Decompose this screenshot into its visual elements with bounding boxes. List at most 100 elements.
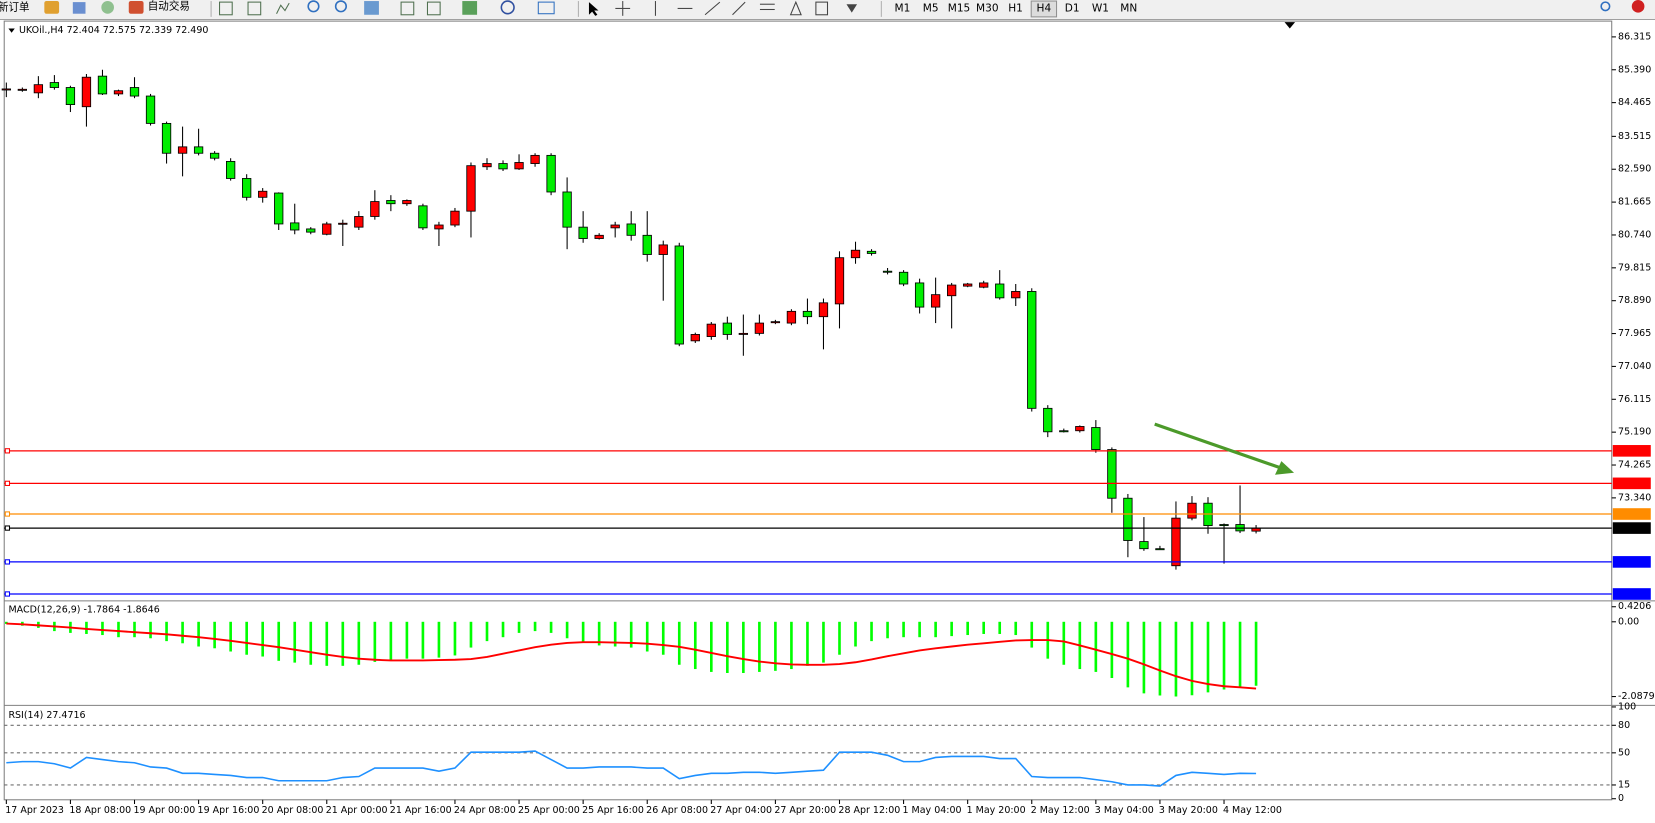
indicators[interactable] bbox=[462, 1, 478, 15]
timeframe-button[interactable]: H1 bbox=[1008, 2, 1023, 14]
icon[interactable] bbox=[219, 1, 233, 16]
trendline-tool[interactable] bbox=[704, 1, 721, 16]
level-label-bg bbox=[1612, 522, 1651, 534]
icon[interactable] bbox=[72, 2, 86, 14]
candle-body bbox=[690, 334, 700, 342]
new-order-button[interactable]: 新订单 bbox=[0, 0, 30, 13]
y-tick-label: 73.340 bbox=[1618, 492, 1651, 503]
timeframe-button[interactable]: D1 bbox=[1065, 2, 1080, 14]
candle-body bbox=[1011, 291, 1021, 299]
candle-body bbox=[1155, 548, 1165, 551]
candle-body bbox=[1187, 502, 1197, 519]
candle-body bbox=[177, 146, 188, 154]
arrows-tool[interactable] bbox=[846, 4, 858, 13]
icon[interactable] bbox=[247, 1, 262, 16]
level-handle bbox=[4, 448, 11, 454]
candle-body bbox=[626, 223, 636, 236]
candle-body bbox=[193, 146, 204, 154]
candle-body bbox=[979, 282, 989, 288]
auto-trading-button[interactable]: 自动交易 bbox=[148, 0, 190, 12]
periods[interactable] bbox=[500, 0, 515, 15]
candle-body bbox=[546, 154, 556, 193]
x-tick-label: 20 Apr 08:00 bbox=[262, 805, 324, 816]
y-tick-label: 80 bbox=[1618, 720, 1630, 731]
candle-body bbox=[1091, 427, 1101, 450]
candle-body bbox=[129, 87, 140, 97]
auto-trading-icon[interactable] bbox=[128, 1, 144, 14]
level-label-bg bbox=[1612, 477, 1651, 490]
candle-body bbox=[1043, 407, 1053, 433]
x-tick-label: 19 Apr 00:00 bbox=[133, 805, 195, 816]
icon[interactable] bbox=[364, 1, 379, 15]
timeframe-button[interactable]: MN bbox=[1120, 2, 1137, 14]
timeframe-button[interactable]: H4 bbox=[1037, 2, 1052, 14]
level-label-bg bbox=[1612, 588, 1651, 600]
candle-body bbox=[113, 90, 124, 95]
candle-body bbox=[306, 228, 316, 233]
candle-body bbox=[642, 234, 652, 255]
zoom-in[interactable] bbox=[307, 0, 320, 13]
icon[interactable] bbox=[44, 1, 60, 14]
level-label-bg bbox=[1612, 445, 1651, 457]
y-tick-label: 83.515 bbox=[1618, 131, 1651, 142]
candle-body bbox=[706, 323, 716, 337]
x-tick-label: 25 Apr 16:00 bbox=[582, 805, 644, 816]
notifications[interactable] bbox=[1631, 0, 1645, 13]
label-tool[interactable] bbox=[815, 1, 829, 16]
timeframe-button[interactable]: M15 bbox=[948, 2, 971, 14]
candle-body bbox=[610, 224, 620, 229]
level-handle bbox=[4, 525, 11, 531]
cursor-tool[interactable] bbox=[588, 2, 599, 16]
candle-body bbox=[145, 95, 156, 124]
level-label-bg bbox=[1612, 508, 1651, 520]
signal-line bbox=[6, 622, 1257, 690]
y-tick-label: 79.815 bbox=[1618, 262, 1651, 273]
candle-body bbox=[802, 310, 813, 318]
x-tick-label: 18 Apr 08:00 bbox=[69, 805, 131, 816]
icon[interactable] bbox=[426, 1, 441, 16]
candle-body bbox=[530, 154, 540, 164]
x-tick-label: 17 Apr 2023 bbox=[5, 805, 64, 816]
templates[interactable] bbox=[537, 1, 555, 15]
candle-body bbox=[658, 244, 668, 255]
y-tick-label: 76.115 bbox=[1618, 394, 1651, 405]
candle-body bbox=[514, 162, 524, 170]
channel-tool[interactable] bbox=[732, 1, 746, 16]
icon[interactable] bbox=[400, 1, 415, 16]
timeframe-button[interactable]: M1 bbox=[895, 2, 911, 14]
timeframe-button[interactable]: W1 bbox=[1092, 2, 1109, 14]
candle-body bbox=[850, 249, 861, 259]
y-tick-label: 77.040 bbox=[1618, 361, 1651, 372]
x-tick-label: 28 Apr 12:00 bbox=[838, 805, 900, 816]
x-tick-label: 27 Apr 20:00 bbox=[774, 805, 836, 816]
y-tick-label: 84.465 bbox=[1618, 97, 1651, 108]
candle-body bbox=[947, 284, 957, 297]
y-tick-label: 0 bbox=[1618, 793, 1624, 804]
candle-body bbox=[466, 165, 476, 212]
icon[interactable] bbox=[101, 1, 114, 14]
timeframe-button[interactable]: M5 bbox=[923, 2, 939, 14]
search[interactable] bbox=[1600, 1, 1611, 12]
icon[interactable] bbox=[276, 2, 290, 14]
y-tick-label: 15 bbox=[1618, 779, 1630, 790]
candle-body bbox=[930, 294, 941, 308]
candle-body bbox=[322, 223, 332, 235]
candle-body bbox=[866, 250, 877, 254]
candle-body bbox=[818, 302, 829, 318]
text-tool[interactable] bbox=[789, 0, 802, 16]
candle-body bbox=[354, 216, 364, 228]
rsi-line bbox=[6, 750, 1257, 787]
y-tick-label: 100 bbox=[1618, 701, 1636, 712]
x-tick-label: 3 May 04:00 bbox=[1095, 805, 1154, 816]
timeframes: M1 M5 M15 M30 H1 H4 D1 W1 MN bbox=[895, 0, 1137, 18]
y-tick-label: 81.665 bbox=[1618, 197, 1651, 208]
toolbar: 新订单 自动交易 M1 M5 M15 M30 H1 H4 D1 W1 MN bbox=[0, 0, 1655, 21]
level-handle bbox=[4, 480, 11, 486]
x-tick-label: 3 May 20:00 bbox=[1159, 805, 1218, 816]
timeframe-button[interactable]: M30 bbox=[976, 2, 999, 14]
zoom-out[interactable] bbox=[334, 0, 347, 13]
candle-body bbox=[834, 257, 845, 305]
candle-body bbox=[1, 88, 11, 91]
